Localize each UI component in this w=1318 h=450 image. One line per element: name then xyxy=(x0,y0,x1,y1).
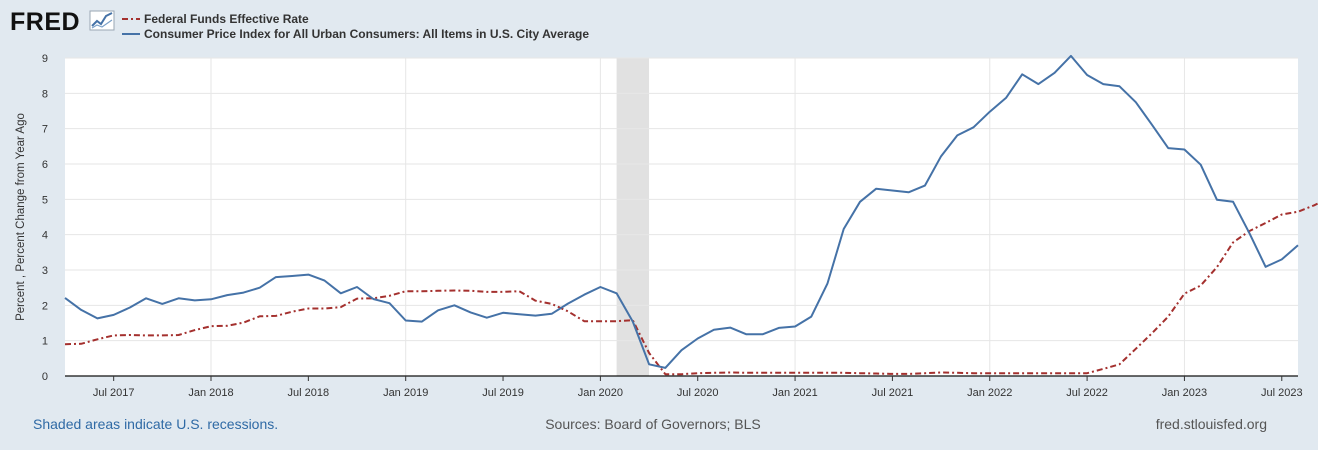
x-tick-label: Jul 2020 xyxy=(677,387,719,399)
recession-note-link[interactable]: Shaded areas indicate U.S. recessions. xyxy=(33,416,278,432)
y-tick-label: 7 xyxy=(42,124,48,136)
x-tick-label: Jul 2017 xyxy=(93,387,135,399)
y-axis-ticks: 0 1 2 3 4 5 6 7 8 9 xyxy=(42,53,48,383)
x-tick-label: Jul 2021 xyxy=(872,387,914,399)
series-line-cpi[interactable] xyxy=(64,54,1299,369)
y-tick-label: 8 xyxy=(42,88,48,100)
x-tick-label: Jan 2018 xyxy=(188,387,233,399)
x-tick-label: Jan 2020 xyxy=(578,387,623,399)
legend-label-cpi: Consumer Price Index for All Urban Consu… xyxy=(144,27,589,41)
x-tick-label: Jan 2022 xyxy=(967,387,1012,399)
y-tick-label: 0 xyxy=(42,371,48,383)
x-tick-label: Jul 2018 xyxy=(288,387,330,399)
sources-text: Sources: Board of Governors; BLS xyxy=(545,416,761,432)
brand-wordmark: FRED xyxy=(10,8,80,36)
series-line-fedfunds[interactable] xyxy=(64,188,1318,376)
x-tick-label: Jan 2019 xyxy=(383,387,428,399)
y-axis-label: Percent , Percent Change from Year Ago xyxy=(15,113,27,321)
fred-logo[interactable]: FRED xyxy=(10,8,115,36)
y-tick-label: 5 xyxy=(42,194,48,206)
series-lines[interactable] xyxy=(64,54,1318,376)
legend: Federal Funds Effective Rate Consumer Pr… xyxy=(122,12,589,41)
x-tick-label: Jan 2021 xyxy=(772,387,817,399)
recession-band-0 xyxy=(616,58,650,376)
legend-item-fedfunds[interactable]: Federal Funds Effective Rate xyxy=(122,12,309,26)
y-tick-label: 1 xyxy=(42,336,48,348)
site-url-link[interactable]: fred.stlouisfed.org xyxy=(1156,416,1267,432)
y-tick-label: 2 xyxy=(42,300,48,312)
x-axis-ticks: Jul 2017 Jan 2018 Jul 2018 Jan 2019 Jul 2019… xyxy=(93,376,1303,399)
recession-shading xyxy=(616,58,650,376)
legend-label-fedfunds: Federal Funds Effective Rate xyxy=(144,12,309,26)
x-tick-label: Jan 2023 xyxy=(1162,387,1207,399)
chart-logo-icon xyxy=(89,10,115,31)
plot-area xyxy=(65,58,1298,376)
y-tick-label: 3 xyxy=(42,265,48,277)
y-tick-label: 4 xyxy=(42,230,48,242)
x-tick-label: Jul 2023 xyxy=(1261,387,1303,399)
y-tick-label: 9 xyxy=(42,53,48,65)
gridlines xyxy=(65,57,1298,376)
y-tick-label: 6 xyxy=(42,159,48,171)
x-tick-label: Jul 2019 xyxy=(482,387,524,399)
x-tick-label: Jul 2022 xyxy=(1066,387,1108,399)
legend-item-cpi[interactable]: Consumer Price Index for All Urban Consu… xyxy=(122,27,589,41)
